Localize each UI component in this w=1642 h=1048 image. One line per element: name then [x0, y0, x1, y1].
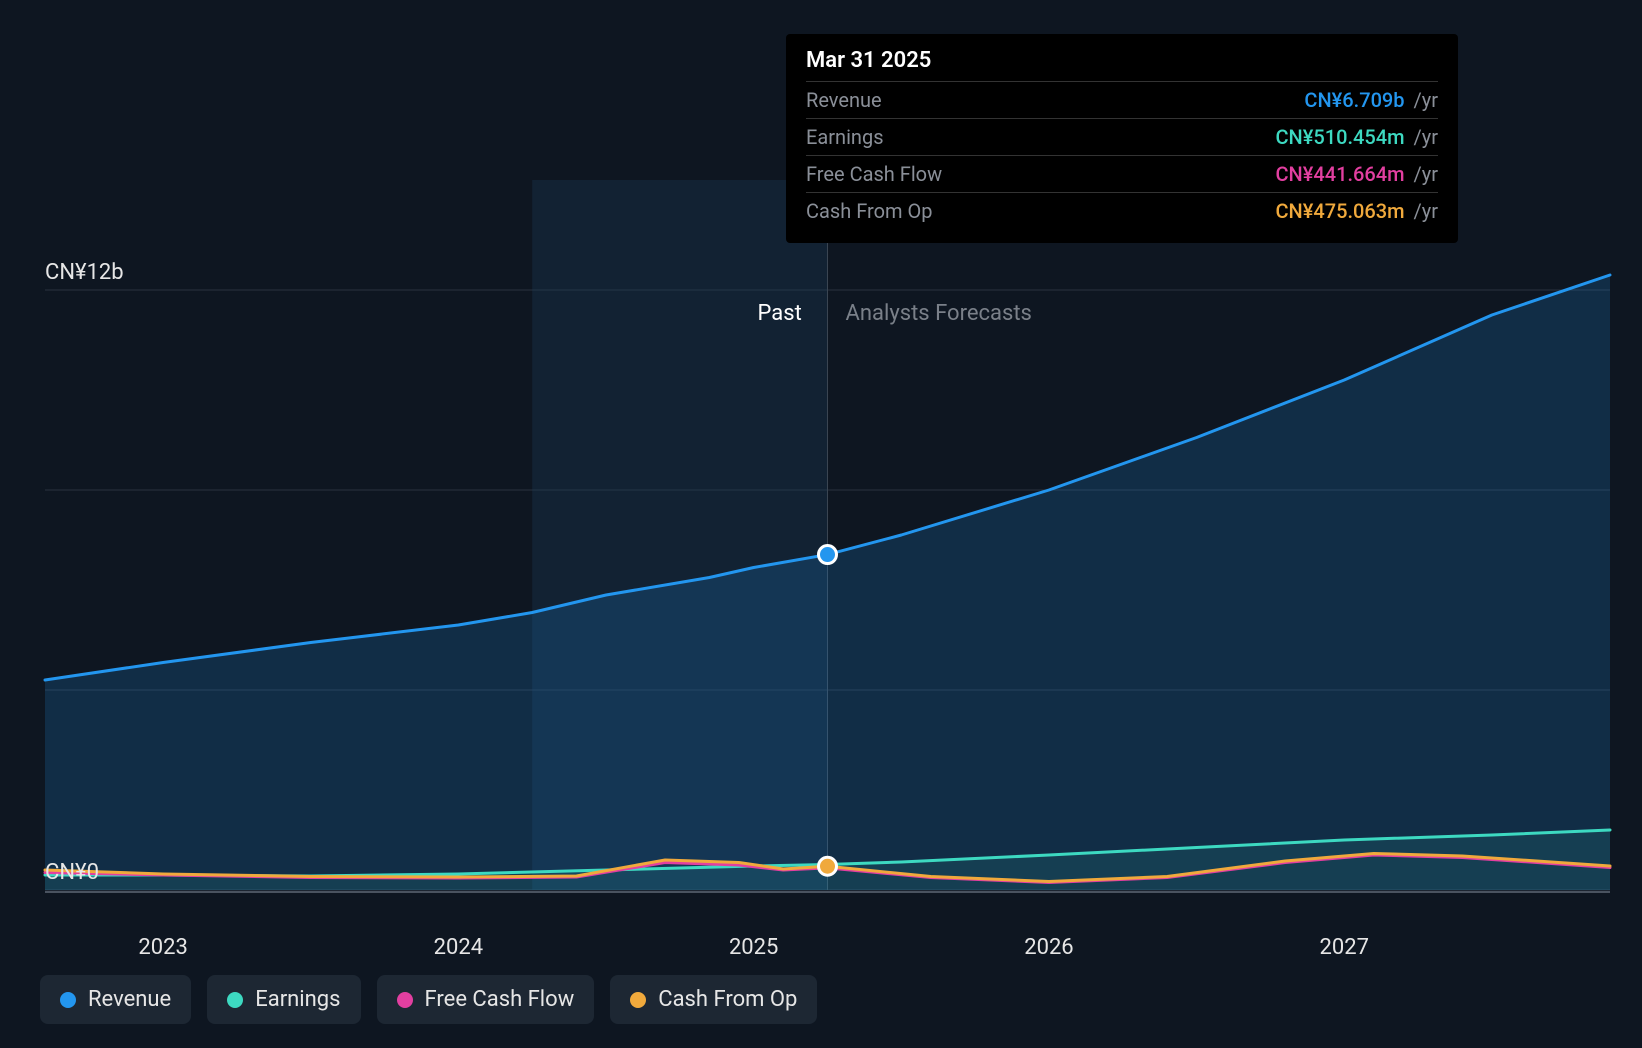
tooltip-metric-label: Free Cash Flow: [806, 162, 942, 186]
tooltip-row: Earnings CN¥510.454m /yr: [806, 118, 1438, 155]
legend-item[interactable]: Free Cash Flow: [377, 975, 595, 1024]
legend-swatch-icon: [227, 992, 243, 1008]
past-label: Past: [758, 301, 802, 326]
legend-label: Earnings: [255, 987, 340, 1012]
tooltip-metric-label: Cash From Op: [806, 199, 932, 223]
tooltip-row: Revenue CN¥6.709b /yr: [806, 81, 1438, 118]
legend-swatch-icon: [630, 992, 646, 1008]
y-axis-tick: CN¥0: [45, 860, 99, 885]
chart-tooltip: Mar 31 2025 Revenue CN¥6.709b /yr Earnings…: [786, 34, 1458, 243]
legend-label: Free Cash Flow: [425, 987, 575, 1012]
legend-item[interactable]: Revenue: [40, 975, 191, 1024]
legend-label: Cash From Op: [658, 987, 797, 1012]
legend-item[interactable]: Earnings: [207, 975, 360, 1024]
y-axis-tick: CN¥12b: [45, 260, 124, 285]
legend-swatch-icon: [397, 992, 413, 1008]
tooltip-row: Cash From Op CN¥475.063m /yr: [806, 192, 1438, 229]
legend-swatch-icon: [60, 992, 76, 1008]
tooltip-date: Mar 31 2025: [806, 48, 1438, 81]
legend-item[interactable]: Cash From Op: [610, 975, 817, 1024]
tooltip-metric-label: Revenue: [806, 88, 882, 112]
x-axis-tick: 2026: [1024, 935, 1073, 960]
tooltip-metric-value: CN¥441.664m /yr: [1275, 162, 1438, 186]
tooltip-metric-value: CN¥475.063m /yr: [1275, 199, 1438, 223]
legend-label: Revenue: [88, 987, 171, 1012]
x-axis-tick: 2027: [1320, 935, 1369, 960]
forecast-label: Analysts Forecasts: [846, 301, 1032, 326]
tooltip-metric-value: CN¥6.709b /yr: [1304, 88, 1438, 112]
tooltip-row: Free Cash Flow CN¥441.664m /yr: [806, 155, 1438, 192]
tooltip-metric-value: CN¥510.454m /yr: [1275, 125, 1438, 149]
x-axis-tick: 2024: [434, 935, 483, 960]
tooltip-metric-label: Earnings: [806, 125, 884, 149]
financials-chart: CN¥0 CN¥12b 2023 2024 2025 2026 2027 Past Ana…: [0, 0, 1642, 1048]
chart-legend: Revenue Earnings Free Cash Flow Cash From O…: [40, 975, 817, 1024]
x-axis-tick: 2025: [729, 935, 778, 960]
x-axis-tick: 2023: [138, 935, 187, 960]
